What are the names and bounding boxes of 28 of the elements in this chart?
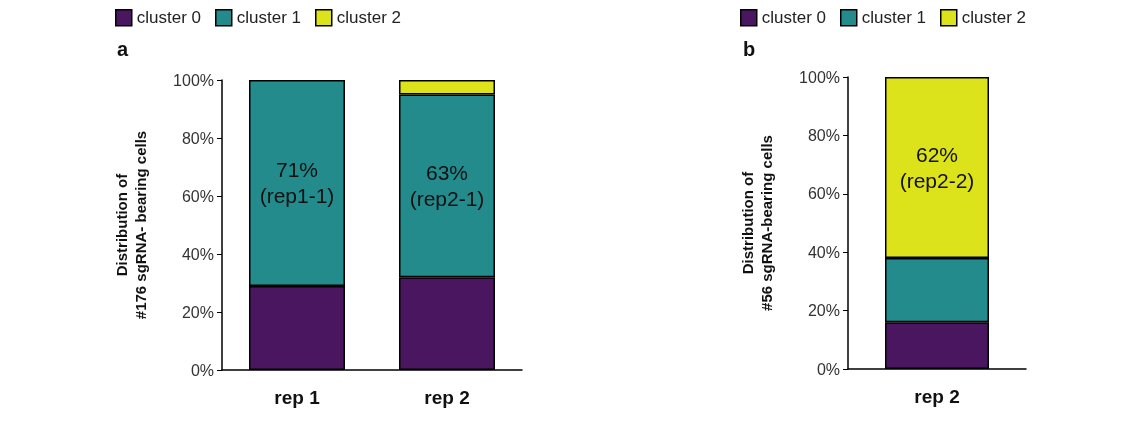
- y-tick-label: 60%: [181, 187, 214, 205]
- x-tick-label: rep 1: [274, 387, 321, 408]
- data-label: 63% (rep2-1): [409, 161, 485, 211]
- y-tick-label: 40%: [807, 243, 840, 261]
- legend-label: cluster 1: [236, 8, 301, 28]
- chart-title: b: [743, 38, 756, 60]
- y-tick-label: 20%: [807, 302, 840, 320]
- y-tick-label: 100%: [799, 68, 840, 86]
- y-tick-label: 80%: [807, 126, 840, 144]
- legend-label: cluster 1: [861, 8, 926, 28]
- y-tick-label: 100%: [173, 71, 214, 89]
- legend-label: cluster 2: [336, 8, 401, 28]
- legend-label: cluster 0: [761, 8, 826, 28]
- x-tick-label: rep 2: [424, 387, 470, 408]
- legend-label: cluster 0: [136, 8, 201, 28]
- data-label: 71% (rep1-1): [259, 158, 335, 208]
- y-axis-title: Distribution of #176 sgRNA- bearing cells: [113, 130, 149, 320]
- y-tick-label: 40%: [181, 245, 214, 263]
- y-tick-label: 80%: [181, 129, 214, 147]
- y-axis-title: Distribution of #56 sgRNA-bearing cells: [739, 135, 775, 311]
- y-tick-label: 60%: [807, 185, 840, 203]
- legend-label: cluster 2: [961, 8, 1026, 28]
- y-tick-label: 0%: [816, 360, 840, 378]
- x-tick-label: rep 2: [914, 386, 960, 407]
- y-tick-label: 20%: [181, 303, 214, 321]
- y-tick-label: 0%: [190, 361, 214, 379]
- data-label: 62% (rep2-2): [899, 143, 975, 193]
- chart-title: a: [117, 38, 129, 60]
